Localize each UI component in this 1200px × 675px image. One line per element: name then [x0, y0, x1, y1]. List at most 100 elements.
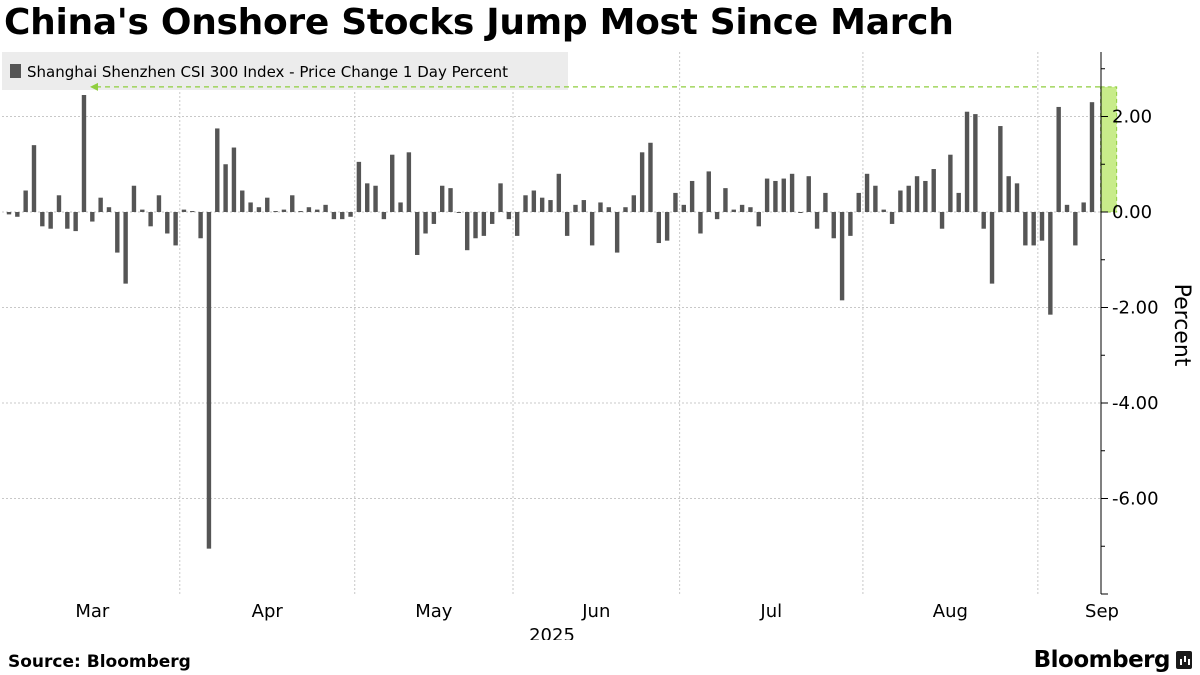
x-tick-label: Apr	[252, 601, 284, 622]
bar	[56, 195, 62, 212]
x-tick-label: Sep	[1085, 601, 1119, 622]
bar	[98, 197, 103, 212]
bar	[315, 209, 320, 212]
bar	[331, 212, 337, 220]
brand-logo: Bloomberg	[1034, 647, 1192, 673]
bar	[240, 190, 245, 212]
y-tick-label: -4.00	[1112, 393, 1159, 414]
bar	[173, 212, 178, 246]
bar	[698, 212, 703, 234]
bar	[1056, 106, 1061, 212]
bar	[781, 178, 786, 212]
bar	[1089, 102, 1095, 212]
x-tick-label: Aug	[933, 601, 968, 622]
bar	[181, 209, 187, 212]
bar	[340, 212, 345, 220]
bar	[689, 180, 695, 212]
bar	[798, 212, 803, 213]
bar	[531, 190, 537, 212]
bar	[706, 171, 711, 212]
bar	[1048, 212, 1053, 315]
x-axis: Mar Apr May Jun Jul Aug Sep	[75, 601, 1119, 622]
bar	[140, 209, 145, 212]
bar	[931, 169, 936, 213]
bar	[90, 212, 95, 222]
bar	[148, 212, 153, 227]
bar-series	[6, 95, 1095, 549]
bar	[914, 176, 920, 212]
bar	[1039, 212, 1045, 241]
bar	[656, 212, 661, 244]
bar	[206, 212, 212, 549]
bar	[31, 145, 37, 212]
x-tick-label: Jun	[581, 601, 610, 622]
bar	[190, 211, 195, 213]
bar	[215, 128, 220, 212]
bar	[489, 212, 495, 224]
bar	[290, 195, 295, 212]
bar	[756, 212, 761, 227]
bar	[306, 207, 312, 212]
bar	[48, 212, 53, 229]
bar	[814, 212, 820, 229]
bar	[631, 195, 637, 212]
bar	[639, 152, 645, 212]
bar	[589, 212, 595, 246]
bar	[956, 192, 961, 212]
bar	[606, 207, 612, 212]
bar	[664, 212, 670, 241]
bar	[1014, 183, 1020, 212]
bar	[373, 185, 378, 212]
bar	[889, 212, 895, 224]
bar	[365, 183, 370, 212]
bar	[81, 95, 87, 212]
bar	[981, 212, 986, 229]
bar	[231, 147, 237, 212]
bar	[273, 211, 278, 213]
bar	[431, 212, 437, 224]
bar	[1023, 212, 1028, 246]
bar	[106, 207, 112, 212]
bar	[65, 212, 70, 229]
legend: Shanghai Shenzhen CSI 300 Index - Price …	[2, 52, 568, 90]
bar	[839, 212, 845, 301]
y-tick-label: -6.00	[1112, 489, 1159, 510]
legend-background	[2, 52, 568, 90]
bar	[1006, 176, 1011, 212]
chart-title: China's Onshore Stocks Jump Most Since M…	[4, 2, 954, 43]
highlight-arrowhead	[90, 82, 98, 91]
bar	[348, 212, 353, 217]
bar	[456, 212, 462, 213]
bar	[323, 204, 328, 212]
bar	[440, 185, 445, 212]
bar	[548, 200, 553, 212]
bar	[831, 212, 836, 239]
bar	[356, 161, 362, 212]
bar	[964, 111, 970, 212]
bar	[573, 204, 578, 212]
bar	[73, 212, 78, 232]
bar	[898, 190, 903, 212]
bar	[973, 114, 978, 212]
x-tick-label: Mar	[75, 601, 110, 622]
bar	[415, 212, 420, 255]
bar	[681, 204, 686, 212]
bar	[40, 212, 45, 227]
bar	[623, 207, 628, 212]
bar	[598, 202, 603, 212]
bar	[473, 212, 478, 239]
bar	[648, 142, 653, 212]
bar	[1031, 212, 1036, 246]
bar	[823, 192, 828, 212]
bar	[989, 212, 995, 284]
bar	[423, 212, 428, 234]
x-tick-label: May	[415, 601, 453, 622]
bar	[1081, 202, 1086, 212]
bar	[381, 212, 387, 220]
bar	[464, 212, 470, 251]
bar	[448, 188, 453, 213]
source-note: Source: Bloomberg	[8, 652, 191, 672]
bar	[764, 178, 770, 212]
legend-swatch	[10, 64, 21, 78]
bar	[714, 212, 720, 220]
